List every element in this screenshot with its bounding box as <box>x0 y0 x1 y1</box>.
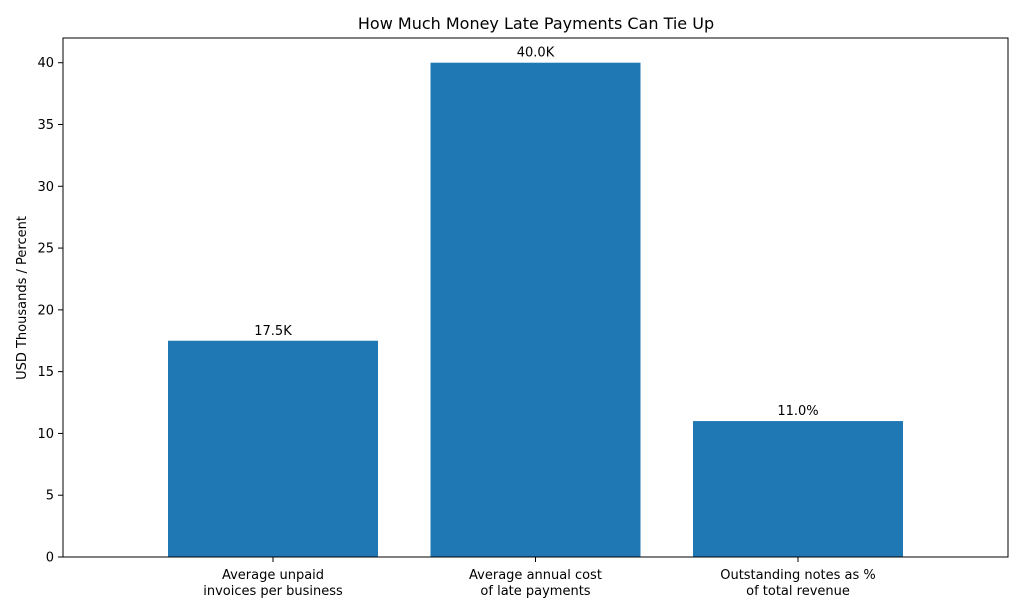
x-tick-label: Outstanding notes as % of total revenue <box>720 568 876 599</box>
bar <box>168 340 378 557</box>
bar-value-label: 17.5K <box>254 324 292 339</box>
y-tick-label: 25 <box>37 242 54 257</box>
bar-value-label: 11.0% <box>777 404 818 419</box>
y-tick-label: 20 <box>37 303 54 318</box>
y-tick-label: 5 <box>46 489 54 504</box>
bar <box>693 421 903 557</box>
y-tick-label: 0 <box>46 551 54 566</box>
x-axis-ticks: Average unpaid invoices per business Avera… <box>203 557 876 599</box>
y-tick-label: 30 <box>37 180 54 195</box>
y-axis-label: USD Thousands / Percent <box>15 216 30 380</box>
x-tick-label: Average annual cost of late payments <box>469 568 602 599</box>
bar <box>430 62 641 557</box>
y-tick-label: 35 <box>37 118 54 133</box>
y-axis-ticks: 0 5 10 15 20 25 30 35 40 <box>37 56 63 566</box>
data-labels: 17.5K 40.0K 11.0% <box>254 46 818 419</box>
bars <box>168 62 903 557</box>
bar-value-label: 40.0K <box>517 46 555 61</box>
plot-frame <box>62 37 1009 558</box>
chart-title: How Much Money Late Payments Can Tie Up <box>358 14 714 33</box>
y-tick-label: 10 <box>37 427 54 442</box>
y-tick-label: 15 <box>37 365 54 380</box>
x-tick-label: Average unpaid invoices per business <box>203 568 343 599</box>
y-tick-label: 40 <box>37 56 54 71</box>
